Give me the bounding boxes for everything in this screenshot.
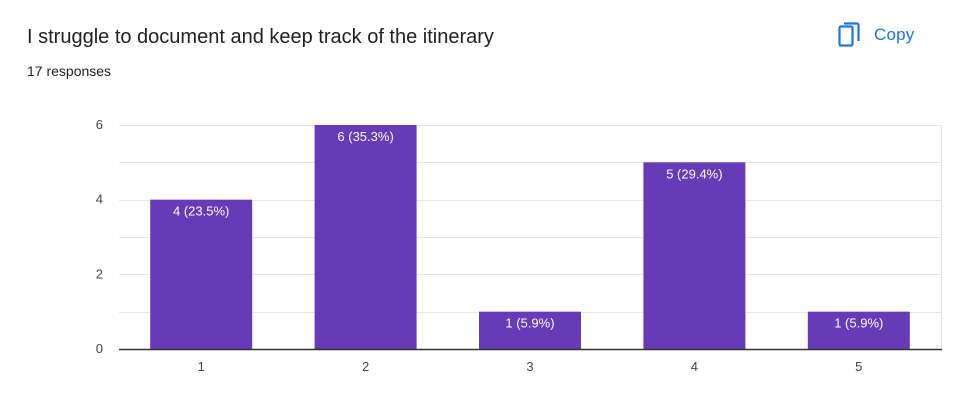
- x-tick-label: 1: [198, 359, 205, 374]
- y-tick-label: 6: [96, 117, 103, 132]
- bar: [479, 311, 581, 349]
- bar: [150, 199, 253, 349]
- x-tick-label: 3: [526, 359, 533, 374]
- bar: [314, 125, 417, 349]
- bar-data-label: 6 (35.3%): [337, 129, 393, 144]
- copy-button[interactable]: Copy: [838, 20, 915, 50]
- x-tick-label: 4: [691, 359, 698, 374]
- gridlines: [119, 125, 942, 349]
- question-title: I struggle to document and keep track of…: [27, 26, 494, 48]
- bar-data-label: 1 (5.9%): [505, 316, 554, 331]
- bar-data-label: 4 (23.5%): [173, 204, 229, 219]
- copy-icon: [838, 22, 860, 47]
- response-count: 17 responses: [27, 63, 112, 79]
- bar-data-label: 5 (29.4%): [666, 166, 722, 181]
- y-tick-label: 4: [96, 192, 103, 207]
- bar-data-label: 1 (5.9%): [834, 316, 883, 331]
- x-tick-label: 5: [855, 359, 862, 374]
- y-tick-label: 0: [96, 341, 103, 356]
- copy-label: Copy: [874, 25, 915, 44]
- y-tick-label: 2: [96, 266, 103, 281]
- x-tick-label: 2: [362, 359, 369, 374]
- bar: [807, 311, 910, 349]
- bar: [643, 162, 746, 349]
